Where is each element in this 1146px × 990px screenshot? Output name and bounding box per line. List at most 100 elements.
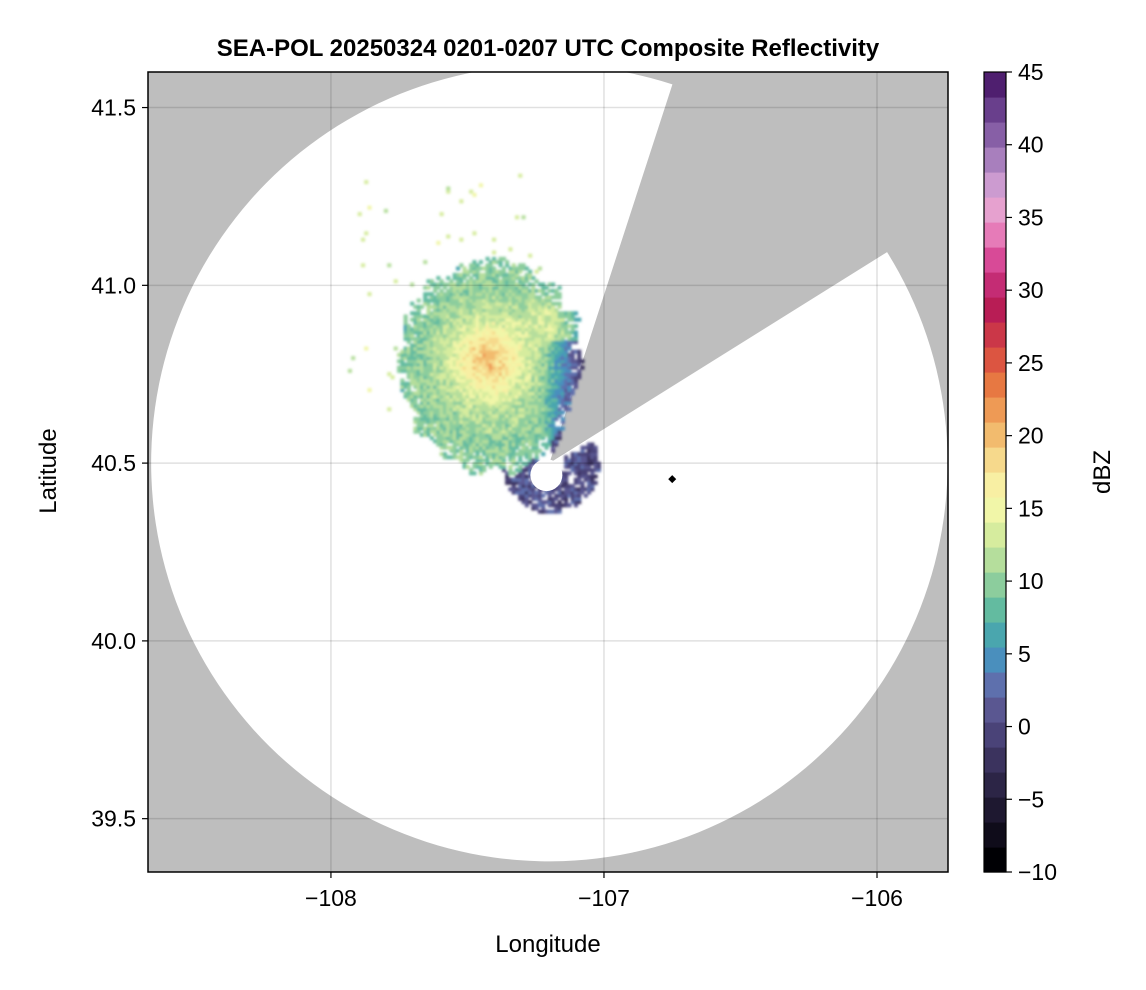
- echo-pixel: [426, 394, 431, 399]
- echo-pixel: [446, 340, 451, 345]
- echo-pixel: [429, 352, 434, 357]
- echo-pixel: [531, 362, 536, 367]
- echo-pixel: [531, 413, 536, 418]
- echo-pixel: [544, 346, 549, 351]
- echo-pixel: [429, 420, 434, 425]
- echo-pixel: [518, 298, 523, 303]
- echo-pixel: [515, 343, 520, 348]
- echo-pixel: [406, 365, 411, 370]
- echo-pixel: [544, 410, 549, 415]
- echo-pixel: [469, 298, 474, 303]
- echo-pixel: [413, 330, 418, 335]
- echo-pixel: [511, 378, 516, 383]
- echo-pixel: [531, 330, 536, 335]
- echo-pixel: [505, 295, 510, 300]
- echo-pixel: [567, 359, 572, 364]
- echo-pixel: [442, 432, 447, 437]
- echo-pixel: [528, 352, 533, 357]
- echo-pixel: [488, 288, 493, 293]
- echo-pixel: [554, 416, 559, 421]
- echo-pixel: [472, 192, 477, 197]
- echo-pixel: [459, 359, 464, 364]
- echo-pixel: [508, 269, 513, 274]
- echo-pixel: [452, 439, 457, 444]
- echo-pixel: [577, 474, 582, 479]
- echo-pixel: [531, 352, 536, 357]
- echo-pixel: [537, 436, 542, 441]
- colorbar-segment: [984, 672, 1006, 698]
- echo-pixel: [436, 346, 441, 351]
- echo-pixel: [449, 298, 454, 303]
- echo-pixel: [537, 359, 542, 364]
- echo-pixel: [465, 455, 470, 460]
- echo-pixel: [416, 349, 421, 354]
- echo-pixel: [495, 324, 500, 329]
- echo-pixel: [492, 292, 497, 297]
- echo-pixel: [439, 317, 444, 322]
- echo-pixel: [537, 381, 542, 386]
- echo-pixel: [449, 455, 454, 460]
- echo-pixel: [541, 352, 546, 357]
- echo-pixel: [426, 314, 431, 319]
- echo-pixel: [456, 298, 461, 303]
- echo-pixel: [478, 343, 483, 348]
- echo-pixel: [429, 381, 434, 386]
- echo-pixel: [492, 279, 497, 284]
- echo-pixel: [537, 493, 542, 498]
- echo-pixel: [547, 330, 552, 335]
- echo-pixel: [465, 423, 470, 428]
- echo-pixel: [429, 311, 434, 316]
- echo-pixel: [577, 352, 582, 357]
- echo-pixel: [446, 336, 451, 341]
- echo-pixel: [403, 336, 408, 341]
- echo-pixel: [501, 327, 506, 332]
- echo-pixel: [478, 279, 483, 284]
- echo-pixel: [469, 308, 474, 313]
- echo-pixel: [495, 420, 500, 425]
- echo-pixel: [505, 439, 510, 444]
- echo-pixel: [554, 384, 559, 389]
- echo-pixel: [524, 496, 529, 501]
- echo-pixel: [488, 330, 493, 335]
- echo-pixel: [442, 311, 447, 316]
- echo-pixel: [488, 285, 493, 290]
- echo-pixel: [531, 292, 536, 297]
- echo-pixel: [501, 436, 506, 441]
- echo-pixel: [551, 314, 556, 319]
- echo-pixel: [590, 471, 595, 476]
- echo-pixel: [537, 448, 542, 453]
- echo-pixel: [531, 397, 536, 402]
- echo-pixel: [515, 308, 520, 313]
- echo-pixel: [544, 445, 549, 450]
- echo-pixel: [570, 349, 575, 354]
- echo-pixel: [541, 493, 546, 498]
- echo-pixel: [433, 330, 438, 335]
- echo-pixel: [534, 356, 539, 361]
- echo-pixel: [564, 471, 569, 476]
- echo-pixel: [475, 279, 480, 284]
- echo-pixel: [511, 477, 516, 482]
- colorbar-segment: [984, 497, 1006, 523]
- echo-pixel: [478, 471, 483, 476]
- echo-pixel: [573, 477, 578, 482]
- echo-pixel: [436, 352, 441, 357]
- echo-pixel: [557, 340, 562, 345]
- echo-pixel: [442, 301, 447, 306]
- echo-pixel: [547, 439, 552, 444]
- echo-pixel: [456, 416, 461, 421]
- echo-pixel: [505, 346, 510, 351]
- echo-pixel: [557, 384, 562, 389]
- echo-pixel: [456, 420, 461, 425]
- echo-pixel: [419, 416, 424, 421]
- echo-pixel: [475, 298, 480, 303]
- echo-pixel: [521, 215, 526, 220]
- echo-pixel: [459, 282, 464, 287]
- echo-pixel: [537, 356, 542, 361]
- echo-pixel: [528, 336, 533, 341]
- echo-pixel: [590, 484, 595, 489]
- echo-pixel: [472, 429, 477, 434]
- echo-pixel: [475, 292, 480, 297]
- echo-pixel: [419, 340, 424, 345]
- colorbar-segment: [984, 622, 1006, 648]
- echo-pixel: [436, 295, 441, 300]
